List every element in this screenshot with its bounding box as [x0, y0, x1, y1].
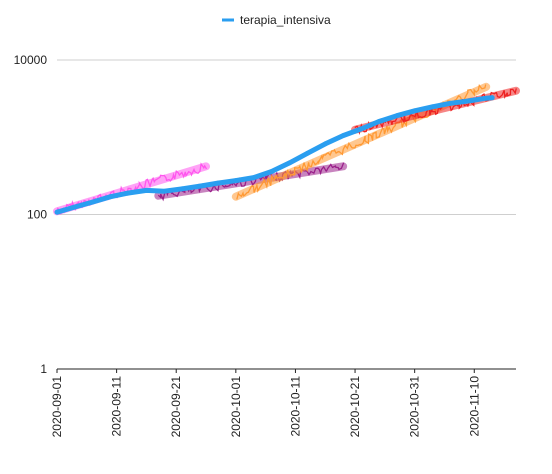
series-point [322, 141, 328, 147]
gridlines [57, 59, 516, 215]
series-point [358, 126, 364, 132]
series-point [376, 119, 382, 124]
series-point [412, 108, 418, 114]
x-tick-label: 2020-09-01 [50, 376, 64, 438]
y-tick-label: 100 [27, 208, 47, 222]
x-tick-labels: 2020-09-01 2020-09-11 2020-09-21 2020-10-01… [50, 369, 481, 437]
series-point [197, 183, 203, 189]
series-point [465, 98, 471, 104]
y-tick-labels: 1 100 10000 [14, 53, 48, 376]
series-point [340, 133, 346, 139]
x-tick-label: 2020-09-21 [169, 376, 183, 438]
series-point [251, 175, 257, 181]
series-point [287, 160, 292, 166]
series-point [54, 209, 60, 215]
legend-label-terapia-intensiva: terapia_intensiva [240, 13, 331, 27]
series-point [448, 100, 453, 106]
series-point [489, 95, 495, 101]
legend: terapia_intensiva [222, 13, 331, 27]
series-point [108, 194, 114, 200]
x-tick-label: 2020-10-01 [229, 376, 243, 438]
series-point [483, 95, 489, 101]
series-point [269, 169, 274, 174]
series-point [72, 204, 78, 210]
series-point [430, 104, 435, 110]
series-point [144, 188, 149, 193]
series-point [304, 150, 310, 156]
series-point [394, 113, 400, 119]
series-point [233, 178, 239, 183]
series-point [90, 199, 96, 205]
x-tick-label: 2020-10-11 [288, 376, 302, 437]
series-line [54, 95, 495, 215]
series-point [215, 180, 221, 186]
series-point [161, 188, 167, 194]
y-tick-label: 10000 [14, 53, 48, 67]
x-tick-label: 2020-10-31 [408, 376, 422, 438]
series-point [126, 190, 131, 196]
y-tick-label: 1 [40, 362, 47, 376]
series-group [54, 95, 495, 215]
x-tick-label: 2020-11-10 [467, 376, 481, 437]
series-point [179, 186, 185, 192]
x-tick-label: 2020-10-21 [348, 376, 362, 438]
x-tick-label: 2020-09-11 [110, 376, 124, 437]
